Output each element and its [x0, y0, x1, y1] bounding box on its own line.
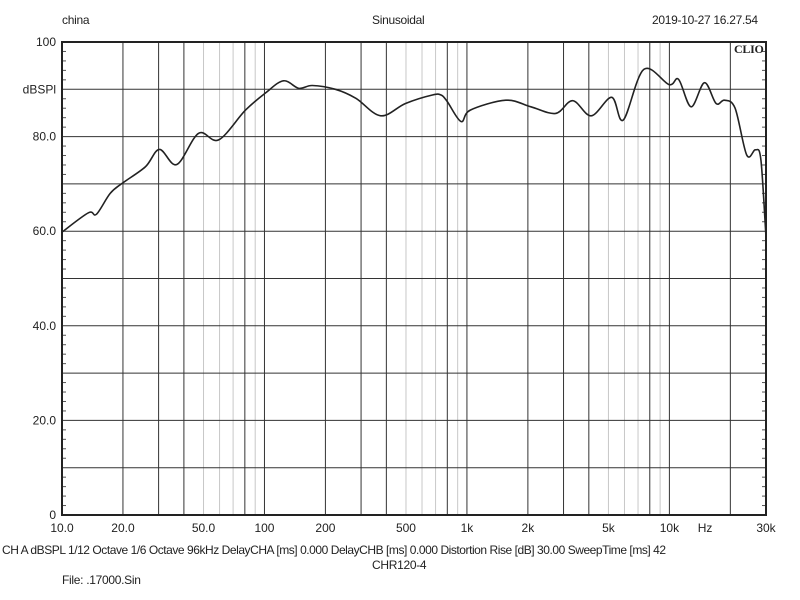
header-company: china	[62, 13, 90, 27]
header-timestamp: 2019-10-27 16.27.54	[652, 13, 758, 27]
x-tick-label: 50.0	[192, 521, 216, 535]
x-tick-label: 10k	[660, 521, 680, 535]
clio-logo: CLIO	[734, 42, 764, 56]
y-tick-label: 40.0	[33, 319, 57, 333]
x-tick-label: 500	[396, 521, 416, 535]
x-tick-label: 30k	[756, 521, 776, 535]
plot-frame	[61, 41, 767, 516]
y-tick-label: 20.0	[33, 413, 57, 427]
footer-model: CHR120-4	[372, 558, 427, 572]
y-tick-label: 60.0	[33, 224, 57, 238]
x-tick-label: 1k	[461, 521, 475, 535]
x-tick-label: 20.0	[111, 521, 135, 535]
y-tick-label: 80.0	[33, 130, 57, 144]
y-tick-label: dBSPl	[23, 82, 56, 96]
x-tick-label: 200	[315, 521, 335, 535]
footer-file: File: .17000.Sin	[62, 573, 141, 587]
x-tick-label: 5k	[602, 521, 616, 535]
header-measurement-type: Sinusoidal	[372, 13, 425, 27]
footer-info: CH A dBSPL 1/12 Octave 1/6 Octave 96kHz …	[2, 543, 666, 557]
response-curve	[61, 67, 767, 237]
y-tick-label: 100	[36, 35, 56, 49]
x-tick-label: 2k	[522, 521, 536, 535]
x-axis-unit-label: Hz	[698, 521, 713, 535]
y-tick-label: 0	[49, 508, 56, 522]
x-tick-label: 10.0	[50, 521, 74, 535]
x-tick-label: 100	[254, 521, 274, 535]
